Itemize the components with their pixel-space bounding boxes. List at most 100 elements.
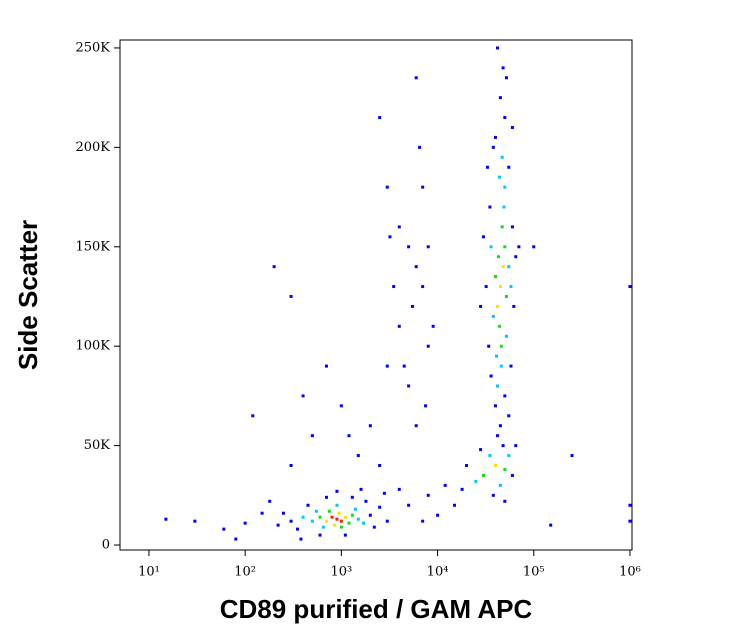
point bbox=[330, 515, 334, 519]
point bbox=[502, 205, 506, 209]
point bbox=[481, 235, 485, 239]
point bbox=[350, 513, 354, 517]
point bbox=[499, 344, 503, 348]
point bbox=[272, 265, 276, 269]
point bbox=[347, 521, 351, 525]
point bbox=[343, 515, 347, 519]
point bbox=[497, 324, 501, 328]
point bbox=[504, 294, 508, 298]
point bbox=[318, 533, 322, 537]
point bbox=[501, 265, 505, 269]
point bbox=[510, 225, 514, 229]
point bbox=[260, 511, 264, 515]
point bbox=[407, 245, 411, 249]
point bbox=[512, 304, 516, 308]
point bbox=[289, 463, 293, 467]
point bbox=[289, 294, 293, 298]
x-tick-label: 10⁶ bbox=[619, 565, 641, 580]
point bbox=[509, 364, 513, 368]
point bbox=[496, 46, 500, 50]
point bbox=[251, 414, 255, 418]
point bbox=[509, 285, 513, 289]
point bbox=[465, 463, 469, 467]
point bbox=[337, 511, 341, 515]
plot-frame bbox=[119, 39, 633, 551]
y-axis-title: Side Scatter bbox=[13, 220, 43, 370]
point bbox=[414, 265, 418, 269]
point bbox=[500, 155, 504, 159]
x-axis-title: CD89 purified / GAM APC bbox=[220, 594, 533, 624]
point bbox=[501, 444, 505, 448]
y-tick-label: 200K bbox=[75, 140, 110, 155]
point bbox=[493, 275, 497, 279]
point bbox=[503, 116, 507, 120]
point bbox=[503, 394, 507, 398]
point bbox=[479, 448, 483, 452]
y-tick-label: 250K bbox=[75, 40, 110, 55]
point bbox=[333, 523, 337, 527]
point bbox=[507, 414, 511, 418]
point bbox=[372, 525, 376, 529]
point bbox=[421, 519, 425, 523]
point bbox=[510, 125, 514, 129]
point bbox=[485, 165, 489, 169]
point bbox=[295, 527, 299, 531]
point bbox=[310, 434, 314, 438]
x-tick-label: 10² bbox=[234, 565, 256, 580]
point bbox=[193, 519, 197, 523]
point bbox=[493, 404, 497, 408]
point bbox=[497, 175, 501, 179]
point bbox=[418, 145, 422, 149]
point bbox=[532, 245, 536, 249]
point bbox=[407, 503, 411, 507]
point bbox=[356, 454, 360, 458]
point bbox=[339, 519, 343, 523]
point bbox=[378, 116, 382, 120]
point bbox=[497, 255, 501, 259]
point bbox=[479, 304, 483, 308]
y-tick-label: 0 bbox=[102, 538, 110, 553]
point bbox=[385, 364, 389, 368]
point bbox=[321, 525, 325, 529]
point bbox=[503, 245, 507, 249]
point bbox=[350, 495, 354, 499]
point bbox=[289, 519, 293, 523]
point bbox=[517, 245, 521, 249]
point bbox=[234, 537, 238, 541]
point bbox=[491, 493, 495, 497]
point bbox=[514, 444, 518, 448]
point bbox=[362, 521, 366, 525]
point bbox=[397, 225, 401, 229]
point bbox=[426, 245, 430, 249]
point bbox=[504, 76, 508, 80]
point bbox=[484, 285, 488, 289]
point bbox=[385, 519, 389, 523]
point bbox=[402, 364, 406, 368]
point bbox=[388, 235, 392, 239]
point bbox=[339, 404, 343, 408]
point bbox=[503, 467, 507, 471]
point bbox=[426, 493, 430, 497]
point bbox=[324, 495, 328, 499]
point bbox=[276, 523, 280, 527]
point bbox=[339, 525, 343, 529]
point bbox=[397, 324, 401, 328]
point bbox=[474, 479, 478, 483]
point bbox=[496, 304, 500, 308]
point bbox=[310, 519, 314, 523]
point bbox=[299, 537, 303, 541]
point bbox=[385, 185, 389, 189]
y-tick-label: 50K bbox=[84, 438, 111, 453]
point bbox=[318, 515, 322, 519]
point bbox=[382, 491, 386, 495]
point bbox=[426, 344, 430, 348]
y-tick-label: 100K bbox=[75, 339, 110, 354]
point bbox=[488, 454, 492, 458]
point bbox=[421, 285, 425, 289]
point bbox=[392, 285, 396, 289]
point bbox=[460, 487, 464, 491]
point bbox=[493, 463, 497, 467]
points bbox=[164, 46, 632, 541]
point bbox=[493, 135, 497, 139]
point bbox=[301, 394, 305, 398]
